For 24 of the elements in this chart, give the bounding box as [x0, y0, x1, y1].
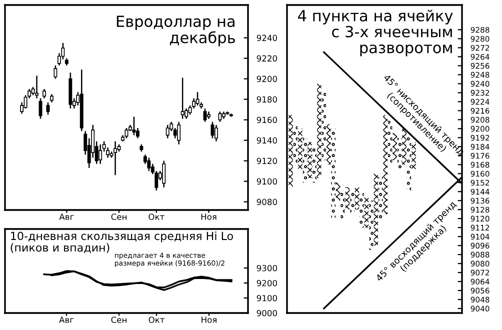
x-tick-label: Окт [148, 316, 164, 323]
y-tick-label: 9240 [256, 34, 277, 42]
x-tick-label: Авг [59, 214, 74, 220]
x-tick-label: Ноя [201, 214, 216, 220]
x-tick-label: Сен [111, 316, 126, 323]
y-tick-label: 9140 [256, 137, 277, 144]
text: 4 пункта на ячейку с 3-х ячеечным разворотом [298, 10, 453, 56]
y-tick-label: 9200 [256, 76, 277, 82]
x-tick-label: Ноя [202, 316, 216, 323]
x-tick-label: Сен [111, 214, 126, 220]
x-tick-label: Авг [59, 316, 74, 323]
y-tick-label: 9200 [256, 280, 277, 286]
y-tick-label: 9000 [256, 310, 277, 316]
y-tick-label: 9100 [256, 178, 277, 185]
y-tick-label: 9180 [256, 96, 277, 103]
y-tick-label: 9100 [256, 294, 277, 302]
y-tick-label: 9220 [256, 55, 277, 62]
text: 10-дневная скользящая средняя Hi Lo (пиков и впадин) [10, 232, 233, 254]
text: Евродоллар на декабрь [116, 16, 235, 46]
x-tick-label: Окт [148, 214, 164, 220]
y-tick-label: 9300 [256, 264, 277, 272]
y-tick-label: 9080 [256, 198, 277, 206]
y-tick-label: 9160 [256, 116, 277, 124]
y-tick-label: 9120 [256, 158, 277, 164]
